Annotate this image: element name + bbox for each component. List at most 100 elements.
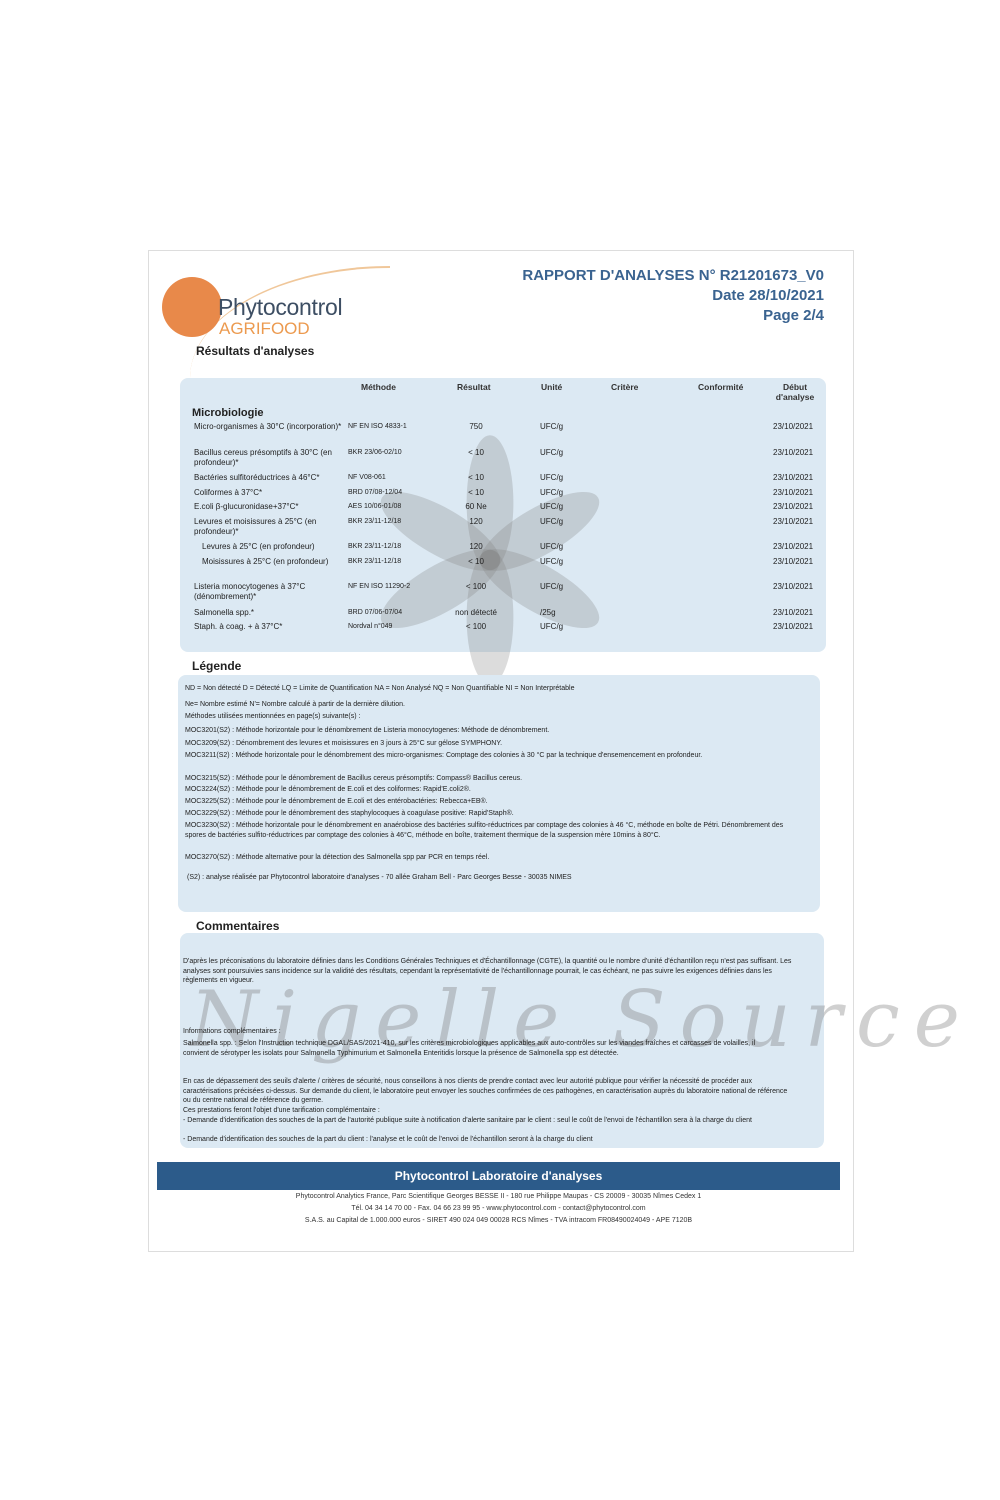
row-parameter: Levures et moisissures à 25°C (en profon… <box>194 517 317 536</box>
results-panel <box>180 378 826 652</box>
row-parameter: Salmonella spp.* <box>194 608 255 617</box>
legend-line: (S2) : analyse réalisée par Phytocontrol… <box>187 874 572 881</box>
comment-p2: Salmonella spp. : Selon l'Instruction te… <box>183 1040 756 1057</box>
watermark-flower-icon <box>380 435 600 685</box>
legend-line: MOC3209(S2) : Dénombrement des levures e… <box>185 740 503 747</box>
row-unite: UFC/g <box>540 542 564 551</box>
col-debut: Début d'analyse <box>775 382 815 402</box>
row-methode: NF EN ISO 4833-1 <box>348 423 407 430</box>
row-unite: UFC/g <box>540 517 564 526</box>
results-title: Résultats d'analyses <box>196 344 315 358</box>
row-methode: NF V08-061 <box>348 474 386 481</box>
row-unite: UFC/g <box>540 448 564 457</box>
row-date: 23/10/2021 <box>773 542 814 551</box>
group-microbiologie: Microbiologie <box>192 407 264 419</box>
row-parameter: Listeria monocytogenes à 37°C (dénombrem… <box>194 582 306 601</box>
legend-line: MOC3225(S2) : Méthode pour le dénombreme… <box>185 798 488 805</box>
row-methode: BRD 07/06-07/04 <box>348 609 403 616</box>
legend-line: Méthodes utilisées mentionnées en page(s… <box>185 713 361 720</box>
row-unite: UFC/g <box>540 422 564 431</box>
watermark-logo: Nigelle Source <box>190 975 974 1065</box>
row-unite: UFC/g <box>540 557 564 566</box>
row-unite: UFC/g <box>540 582 564 591</box>
row-resultat: non détecté <box>455 608 497 617</box>
row-date: 23/10/2021 <box>773 557 814 566</box>
row-resultat: < 10 <box>468 473 484 482</box>
footer-contact: Tél. 04 34 14 70 00 - Fax. 04 66 23 99 9… <box>351 1205 646 1212</box>
comments-panel <box>180 933 824 1148</box>
legend-line: MOC3224(S2) : Méthode pour le dénombreme… <box>185 786 471 793</box>
row-methode: AES 10/06-01/08 <box>348 503 402 510</box>
row-parameter: E.coli β-glucuronidase+37°C* <box>194 502 299 511</box>
row-date: 23/10/2021 <box>773 488 814 497</box>
logo-name: Phytocontrol <box>218 294 343 320</box>
col-methode: Méthode <box>361 382 396 392</box>
row-resultat: 750 <box>469 422 483 431</box>
legend-line: ND = Non détecté D = Détecté LQ = Limite… <box>185 685 575 692</box>
row-parameter: Bacillus cereus présomptifs à 30°C (en p… <box>194 448 332 467</box>
footer-legal: S.A.S. au Capital de 1.000.000 euros - S… <box>304 1217 693 1224</box>
logo-subtitle: AGRIFOOD <box>219 319 310 338</box>
row-date: 23/10/2021 <box>773 502 814 511</box>
row-resultat: 60 Ne <box>465 502 487 511</box>
comment-info-title: Informations complémentaires : <box>183 1028 281 1035</box>
row-parameter: Staph. à coag. + à 37°C* <box>194 622 283 631</box>
row-methode: BKR 23/11-12/18 <box>348 558 402 565</box>
row-unite: UFC/g <box>540 488 564 497</box>
logo-icon <box>162 277 222 337</box>
row-date: 23/10/2021 <box>773 448 814 457</box>
row-unite: UFC/g <box>540 622 564 631</box>
row-date: 23/10/2021 <box>773 582 814 591</box>
row-resultat: < 10 <box>468 488 484 497</box>
comment-p3: En cas de dépassement des seuils d'alert… <box>183 1078 788 1104</box>
row-resultat: 120 <box>469 517 483 526</box>
row-date: 23/10/2021 <box>773 608 814 617</box>
row-methode: NF EN ISO 11290-2 <box>348 583 411 590</box>
comments-title: Commentaires <box>196 919 280 933</box>
comment-p6: - Demande d'identification des souches d… <box>183 1136 593 1143</box>
row-date: 23/10/2021 <box>773 473 814 482</box>
legend-line: MOC3229(S2) : Méthode pour le dénombreme… <box>185 810 514 817</box>
row-date: 23/10/2021 <box>773 517 814 526</box>
report-title: RAPPORT D'ANALYSES N° R21201673_V0 <box>522 267 824 284</box>
row-parameter: Micro-organismes à 30°C (incorporation)* <box>194 422 342 431</box>
row-methode: BKR 23/06-02/10 <box>348 449 402 456</box>
footer-bar: Phytocontrol Laboratoire d'analyses <box>157 1162 840 1190</box>
row-unite: UFC/g <box>540 473 564 482</box>
row-unite: /25g <box>540 608 556 617</box>
row-methode: BRD 07/08-12/04 <box>348 489 403 496</box>
col-critere: Critère <box>611 382 639 392</box>
comment-p1: D'après les préconisations du laboratoir… <box>183 958 792 984</box>
row-parameter: Coliformes à 37°C* <box>194 488 263 497</box>
col-unite: Unité <box>541 382 563 392</box>
legend-line: MOC3215(S2) : Méthode pour le dénombreme… <box>185 775 523 782</box>
legend-line: MOC3230(S2) : Méthode horizontale pour l… <box>185 822 784 839</box>
row-methode: BKR 23/11-12/18 <box>348 518 402 525</box>
legend-panel <box>178 675 820 912</box>
legend-line: Ne= Nombre estimé N'= Nombre calculé à p… <box>185 701 405 708</box>
row-date: 23/10/2021 <box>773 622 814 631</box>
row-parameter: Bactéries sulfitoréductrices à 46°C* <box>194 473 320 482</box>
row-resultat: 120 <box>469 542 483 551</box>
comment-p5: - Demande d'identification des souches d… <box>183 1117 752 1124</box>
legend-line: MOC3201(S2) : Méthode horizontale pour l… <box>185 727 550 734</box>
row-unite: UFC/g <box>540 502 564 511</box>
col-conformite: Conformité <box>698 382 744 392</box>
legend-title: Légende <box>192 659 242 673</box>
report-page: Page 2/4 <box>763 307 824 324</box>
row-parameter: Levures à 25°C (en profondeur) <box>202 542 315 551</box>
row-resultat: < 100 <box>465 582 487 591</box>
report-date: Date 28/10/2021 <box>712 287 824 304</box>
col-resultat: Résultat <box>457 382 491 392</box>
legend-line: MOC3270(S2) : Méthode alternative pour l… <box>185 854 490 861</box>
legend-line: MOC3211(S2) : Méthode horizontale pour l… <box>185 752 703 759</box>
row-resultat: < 100 <box>465 622 487 631</box>
row-methode: BKR 23/11-12/18 <box>348 543 402 550</box>
row-methode: Nordval n°049 <box>348 623 393 630</box>
row-resultat: < 10 <box>468 557 484 566</box>
row-parameter: Moisissures à 25°C (en profondeur) <box>202 557 329 566</box>
row-resultat: < 10 <box>468 448 484 457</box>
comment-p4: Ces prestations feront l'objet d'une tar… <box>183 1107 380 1114</box>
footer-address: Phytocontrol Analytics France, Parc Scie… <box>295 1193 702 1200</box>
row-date: 23/10/2021 <box>773 422 814 431</box>
